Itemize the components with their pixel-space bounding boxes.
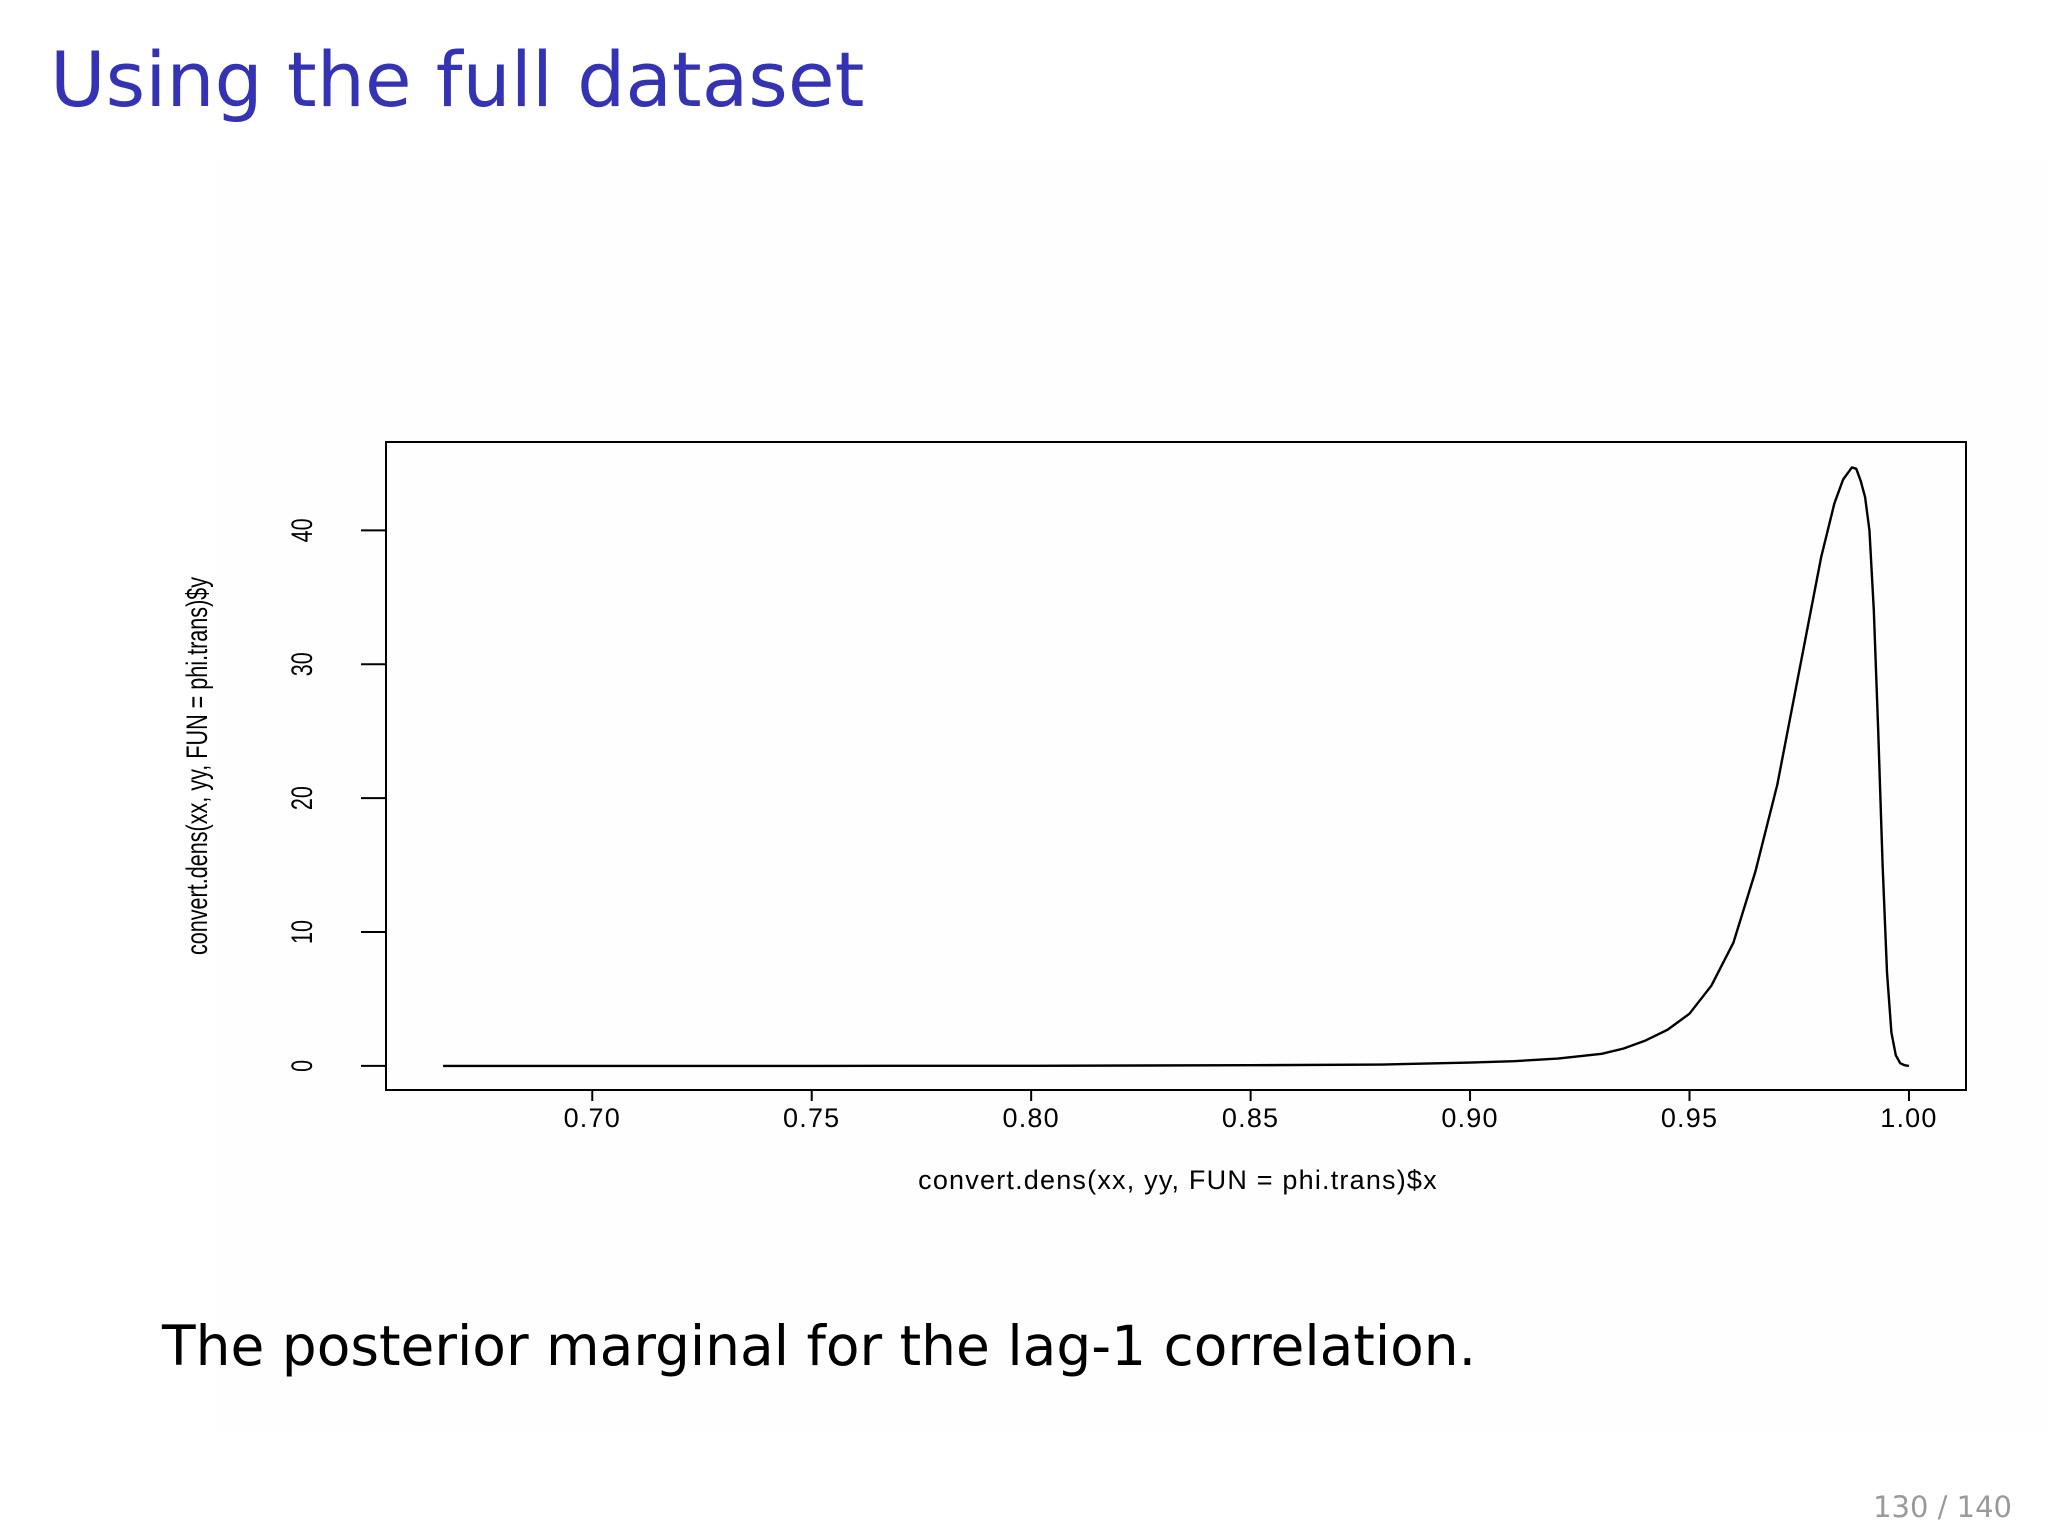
y-tick-label: 10	[284, 920, 318, 944]
x-tick-label: 0.70	[564, 1103, 621, 1133]
y-tick-label: 30	[284, 652, 318, 676]
x-axis-title: convert.dens(xx, yy, FUN = phi.trans)$x	[918, 1165, 1438, 1195]
figure-panel	[216, 162, 2048, 1432]
x-axis: 0.70 0.75 0.80 0.85 0.90 0.95 1.00	[564, 1090, 1937, 1133]
y-tick-label: 40	[284, 518, 318, 542]
y-axis-title: convert.dens(xx, yy, FUN = phi.trans)$y	[179, 576, 213, 955]
x-tick-label: 0.85	[1222, 1103, 1279, 1133]
x-tick-label: 1.00	[1880, 1103, 1937, 1133]
page-number: 130 / 140	[1873, 1490, 2012, 1524]
density-curve	[443, 466, 1910, 1068]
caption: The posterior marginal for the lag-1 cor…	[162, 1314, 1477, 1378]
y-tick-label: 0	[284, 1060, 318, 1072]
x-tick-label: 0.90	[1441, 1103, 1498, 1133]
y-tick-label: 20	[284, 786, 318, 810]
x-tick-label: 0.75	[783, 1103, 840, 1133]
x-tick-label: 0.80	[1002, 1103, 1059, 1133]
y-axis: 0 10 20 30 40	[284, 518, 386, 1072]
plot-frame	[385, 441, 1967, 1091]
x-tick-label: 0.95	[1661, 1103, 1718, 1133]
slide-title: Using the full dataset	[50, 35, 865, 124]
